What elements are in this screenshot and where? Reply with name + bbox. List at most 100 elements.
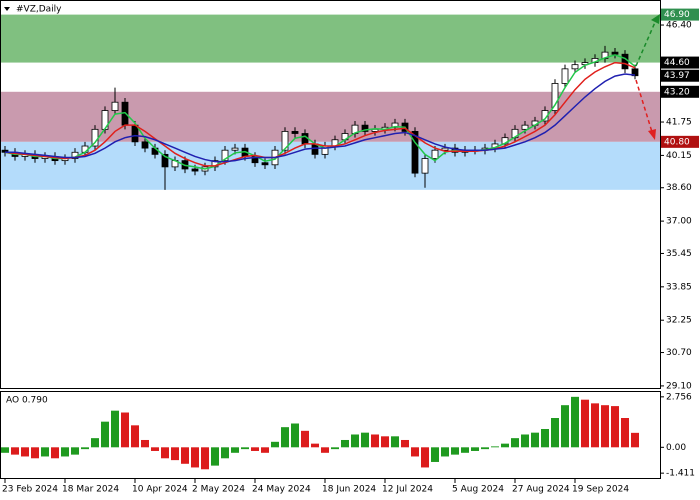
ao-bar <box>361 432 369 448</box>
ao-bar <box>101 421 109 448</box>
ao-bar <box>541 428 549 448</box>
x-tick-label: 27 Aug 2024 <box>512 485 570 495</box>
candle-body <box>291 131 299 134</box>
symbol-title: #VZ,Daily <box>16 5 62 15</box>
ao-bar <box>411 447 419 457</box>
x-tick-label: 24 May 2024 <box>252 485 311 495</box>
ao-bar <box>201 447 209 470</box>
ao-bar <box>531 432 539 448</box>
ao-bar <box>281 427 289 448</box>
y-tick-label: 38.60 <box>666 183 692 193</box>
y-tick-label: 33.85 <box>666 282 692 292</box>
up-arrow <box>635 19 657 67</box>
ao-bar <box>291 423 299 448</box>
ao-bar <box>31 447 39 459</box>
ao-bar <box>221 447 229 459</box>
price-level-label: 44.60 <box>664 58 690 68</box>
ao-bar <box>611 406 619 448</box>
price-level-box <box>661 56 699 69</box>
ao-pane: 2.756 0.00 -1.411 23 Feb 2024 18 Mar 2024 10 … <box>1 392 695 495</box>
up-arrowhead <box>651 14 660 24</box>
x-tick-label: 10 Apr 2024 <box>132 485 188 495</box>
ao-bar <box>461 447 469 453</box>
candle-body <box>111 101 119 111</box>
zone <box>1 91 660 142</box>
x-tick-label: 2 May 2024 <box>192 485 245 495</box>
ao-bar <box>551 418 559 448</box>
ao-bar <box>231 447 239 453</box>
zone <box>1 14 660 63</box>
ao-bar <box>151 447 159 451</box>
ao-bar <box>121 412 129 448</box>
candle-body <box>421 158 429 174</box>
ao-bar <box>591 403 599 448</box>
y-tick-label: 37.00 <box>666 217 692 227</box>
y-tick-label: 2.756 <box>666 392 692 402</box>
candle-body <box>561 68 569 84</box>
ao-bar <box>351 434 359 448</box>
price-level-label: 46.90 <box>664 10 690 20</box>
ao-bar <box>171 447 179 461</box>
candle-body <box>131 124 139 143</box>
ao-bar <box>431 447 439 462</box>
candle-body <box>141 141 149 149</box>
ao-bar <box>161 447 169 459</box>
ao-bar <box>11 447 19 455</box>
moving-average <box>4 54 636 170</box>
ao-bar <box>301 430 309 448</box>
ao-bar <box>41 447 49 457</box>
ao-title: AO 0.790 <box>6 396 48 406</box>
y-tick-label: 41.75 <box>666 118 692 128</box>
down-arrow <box>635 79 653 133</box>
ao-bar <box>1 447 9 453</box>
ao-bar <box>51 447 59 459</box>
ao-bar <box>491 446 499 448</box>
x-tick-label: 18 Mar 2024 <box>62 485 119 495</box>
menu-triangle[interactable] <box>4 7 10 11</box>
candle-body <box>231 147 239 151</box>
ao-bar <box>141 439 149 448</box>
ao-bar <box>421 447 429 468</box>
ao-bar <box>371 434 379 448</box>
candle-body <box>161 153 169 168</box>
ao-bar <box>501 443 509 448</box>
candle-body <box>611 51 619 55</box>
ao-bar <box>471 447 479 451</box>
ao-bar <box>21 447 29 457</box>
ao-bar <box>241 447 249 450</box>
x-tick-label: 23 Feb 2024 <box>2 485 58 495</box>
candle-body <box>221 149 229 162</box>
candle-body <box>631 68 639 77</box>
ao-bar <box>581 399 589 448</box>
candle-body <box>521 124 529 130</box>
ao-bar <box>261 447 269 453</box>
ao-bar <box>381 436 389 448</box>
price-frame <box>0 0 661 389</box>
ao-bar <box>561 405 569 448</box>
price-level-box <box>661 8 699 21</box>
ao-bar <box>401 439 409 448</box>
candle-body <box>411 131 419 174</box>
moving-average <box>4 61 636 167</box>
candle-body <box>551 83 559 111</box>
ao-bar <box>71 447 79 455</box>
x-tick-label: 5 Aug 2024 <box>452 485 504 495</box>
x-tick-label: 12 Jul 2024 <box>382 485 433 495</box>
price-level-box <box>661 135 699 148</box>
ao-bar <box>511 438 519 448</box>
ao-bar <box>211 447 219 466</box>
ao-bar <box>521 434 529 448</box>
candle-body <box>261 162 269 166</box>
ao-bar <box>251 447 259 451</box>
y-tick-label: 30.70 <box>666 348 692 358</box>
y-tick-label: 40.15 <box>666 151 692 161</box>
ao-bar <box>441 447 449 457</box>
y-tick-label: 35.45 <box>666 249 692 259</box>
x-tick-label: 19 Sep 2024 <box>572 485 629 495</box>
ao-bar <box>61 447 69 457</box>
candle-body <box>191 168 199 172</box>
zone <box>1 141 660 190</box>
ao-bar <box>271 441 279 448</box>
y-tick-label: 46.40 <box>666 21 692 31</box>
